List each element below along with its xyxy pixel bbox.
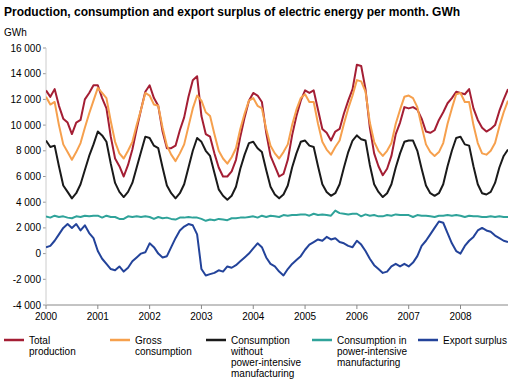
series-line [46, 65, 508, 177]
legend-label: Totalproduction [29, 335, 76, 357]
x-tick-label: 2003 [190, 311, 213, 322]
x-tick-label: 2007 [398, 311, 421, 322]
x-tick [46, 305, 47, 309]
series-line [46, 211, 508, 221]
y-tick-label: 2 000 [16, 222, 41, 233]
x-tick [305, 305, 306, 309]
y-tick-label: 16 000 [10, 43, 41, 54]
plot-area [46, 65, 508, 276]
y-tick-label: 12 000 [10, 94, 41, 105]
series-line [46, 221, 508, 275]
x-tick-label: 2000 [35, 311, 58, 322]
y-tick-label: 14 000 [10, 68, 41, 79]
x-tick [253, 305, 254, 309]
y-axis-label: GWh [4, 27, 27, 38]
x-tick-label: 2008 [449, 311, 472, 322]
y-tick-label: -4 000 [13, 300, 42, 311]
series-line [46, 80, 508, 164]
x-tick [356, 305, 357, 309]
x-tick-label: 2001 [87, 311, 110, 322]
y-tick-label: -2 000 [13, 274, 42, 285]
x-tick [408, 305, 409, 309]
x-tick-label: 2002 [139, 311, 162, 322]
x-tick-label: 2006 [346, 311, 369, 322]
legend-label: Consumption inpower-intensivemanufacturi… [337, 335, 407, 368]
x-tick [149, 305, 150, 309]
legend-swatch [4, 339, 24, 342]
x-tick-label: 2005 [294, 311, 317, 322]
legend-swatch [110, 339, 130, 342]
x-tick-label: 2004 [242, 311, 265, 322]
legend-label: Export surplus [443, 335, 507, 346]
x-tick [460, 305, 461, 309]
y-tick-label: 0 [35, 248, 41, 259]
legend-swatch [206, 339, 226, 342]
legend-label: Consumptionwithoutpower-intensivemanufac… [230, 335, 301, 379]
series-line [46, 132, 508, 200]
legend-swatch [418, 339, 438, 342]
y-tick-label: 8 000 [16, 145, 41, 156]
x-tick [201, 305, 202, 309]
y-tick-label: 4 000 [16, 197, 41, 208]
x-axis [46, 305, 508, 306]
legend-label: Grossconsumption [135, 335, 192, 357]
legend-swatch [312, 339, 332, 342]
y-tick-label: 6 000 [16, 171, 41, 182]
x-tick [97, 305, 98, 309]
chart: Production, consumption and export surpl… [0, 0, 512, 385]
y-tick-label: 10 000 [10, 120, 41, 131]
title: Production, consumption and export surpl… [4, 5, 460, 19]
y-axis [46, 48, 47, 305]
